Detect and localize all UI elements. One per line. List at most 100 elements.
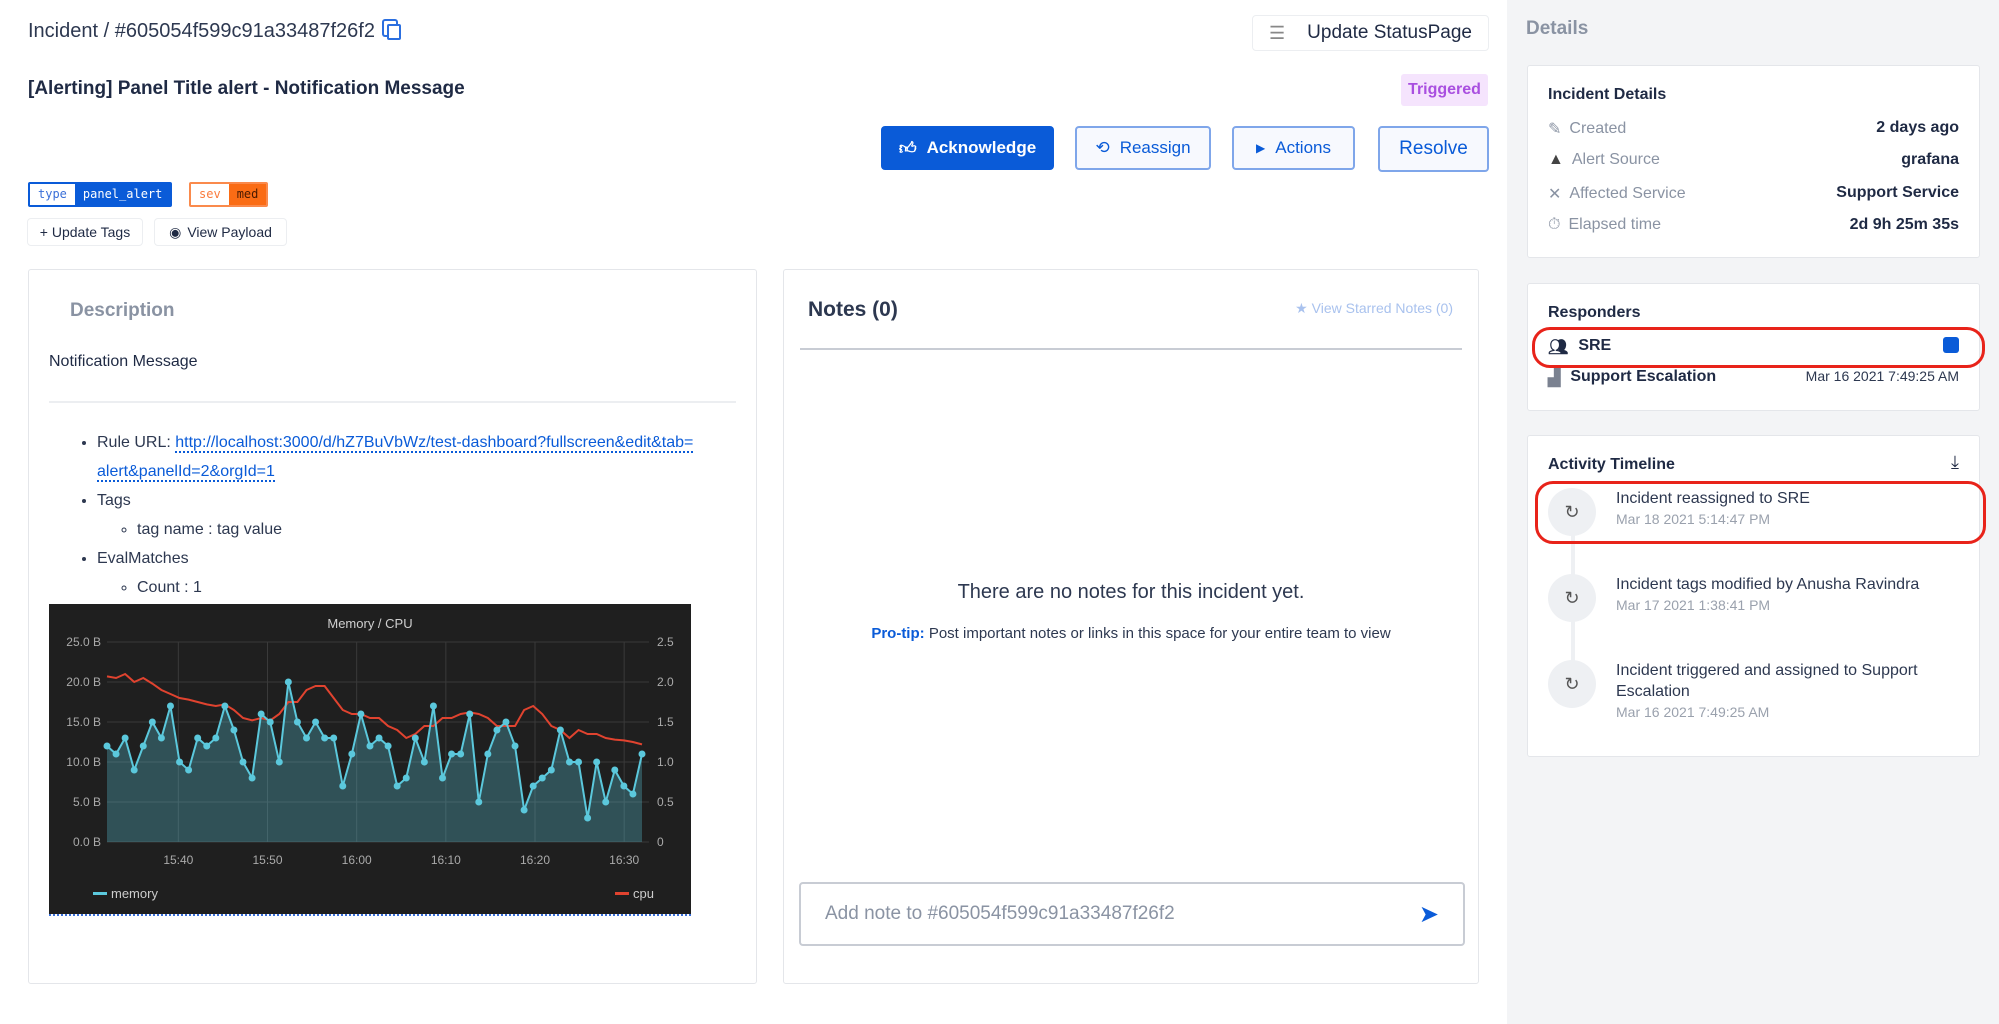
y-left-tick-label: 10.0 B — [66, 755, 101, 769]
memory-point — [284, 678, 292, 686]
legend-cpu: cpu — [633, 886, 654, 901]
memory-point — [565, 758, 573, 766]
update-statuspage-button[interactable]: ☰ Update StatusPage — [1252, 15, 1489, 51]
acknowledge-button[interactable]: 👍︎ Acknowledge — [881, 126, 1054, 170]
memory-point — [420, 758, 428, 766]
memory-point — [457, 750, 465, 758]
memory-point — [511, 742, 519, 750]
memory-point — [439, 774, 447, 782]
send-icon[interactable]: ➤ — [1418, 900, 1439, 928]
memory-point — [275, 758, 283, 766]
warning-icon: ▲ — [1548, 151, 1564, 168]
memory-point — [493, 726, 501, 734]
team-icon: 👥︎ — [1548, 339, 1569, 356]
add-note-input[interactable]: Add note to #605054f599c91a33487f26f2 ➤ — [799, 882, 1465, 946]
chart-title: Memory / CPU — [327, 616, 412, 631]
memory-point — [266, 718, 274, 726]
incident-title: [Alerting] Panel Title alert - Notificat… — [28, 78, 465, 99]
reassign-icon: ⟲ — [1095, 138, 1110, 157]
incident-details-card: Incident Details ✎ Created 2 days ago ▲ Ale… — [1527, 65, 1980, 258]
x-tick-label: 16:10 — [431, 853, 461, 867]
protip-label: Pro-tip: — [871, 625, 925, 642]
details-heading: Details — [1526, 18, 1589, 39]
history-icon: ↻ — [1548, 488, 1596, 536]
eye-icon: ◉ — [169, 223, 182, 240]
memory-point — [230, 726, 238, 734]
tag-type[interactable]: type panel_alert — [28, 182, 173, 207]
history-icon: ↻ — [1548, 660, 1596, 708]
memory-point — [302, 734, 310, 742]
description-heading: Description — [70, 300, 175, 321]
memory-point — [538, 774, 546, 782]
history-icon: ↻ — [1548, 574, 1596, 622]
resolve-button[interactable]: Resolve — [1378, 126, 1489, 172]
memory-point — [239, 758, 247, 766]
responder-sre[interactable]: 👥︎ SRE — [1548, 337, 1959, 357]
memory-point — [139, 742, 147, 750]
escalation-icon: ▟ — [1548, 370, 1561, 387]
memory-point — [448, 750, 456, 758]
play-icon: ▶ — [1256, 141, 1266, 155]
memory-point — [502, 718, 510, 726]
y-left-tick-label: 25.0 B — [66, 635, 101, 649]
memory-point — [475, 798, 483, 806]
memory-point — [547, 766, 555, 774]
memory-point — [638, 750, 646, 758]
responder-color — [1943, 337, 1959, 353]
memory-point — [366, 742, 374, 750]
legend-memory-swatch — [93, 892, 107, 895]
download-icon[interactable]: ⤓ — [1951, 452, 1959, 472]
x-tick-label: 16:20 — [520, 853, 550, 867]
x-tick-label: 15:40 — [163, 853, 193, 867]
memory-cpu-chart: Memory / CPU 0.0 B 0 5.0 B 0.5 10.0 B 1.0 15.0 … — [49, 604, 691, 916]
memory-point — [620, 782, 628, 790]
tag-sev[interactable]: sev med — [189, 182, 269, 207]
y-right-tick-label: 0.5 — [657, 795, 674, 809]
update-tags-button[interactable]: + Update Tags — [27, 218, 143, 246]
memory-point — [166, 702, 174, 710]
legend-cpu-swatch — [615, 892, 629, 895]
x-tick-label: 16:00 — [342, 853, 372, 867]
memory-area — [107, 682, 642, 842]
memory-point — [384, 742, 392, 750]
memory-point — [348, 750, 356, 758]
y-right-tick-label: 1.5 — [657, 715, 674, 729]
thumbs-up-icon: 👍︎ — [898, 138, 917, 158]
memory-point — [112, 750, 120, 758]
description-message: Notification Message — [49, 353, 198, 370]
memory-point — [611, 766, 619, 774]
y-left-tick-label: 15.0 B — [66, 715, 101, 729]
memory-point — [593, 758, 601, 766]
copy-icon[interactable] — [386, 23, 401, 40]
memory-point — [584, 814, 592, 822]
memory-point — [293, 718, 301, 726]
memory-point — [402, 774, 410, 782]
memory-point — [393, 782, 401, 790]
stopwatch-icon: ⏱ — [1548, 216, 1561, 233]
reassign-button[interactable]: ⟲ Reassign — [1075, 126, 1211, 170]
responder-escalation[interactable]: ▟ Support Escalation Mar 16 2021 7:49:25 A… — [1548, 368, 1959, 387]
memory-point — [375, 734, 383, 742]
view-payload-button[interactable]: ◉ View Payload — [154, 218, 287, 246]
star-icon: ★ — [1295, 300, 1308, 316]
y-left-tick-label: 20.0 B — [66, 675, 101, 689]
memory-point — [212, 734, 220, 742]
details-sidebar: Details Incident Details ✎ Created 2 days … — [1507, 0, 1999, 1024]
view-starred-notes-button[interactable]: ★ View Starred Notes (0) — [1295, 300, 1453, 316]
timeline-item: ↻ Incident tags modified by Anusha Ravind… — [1548, 574, 1959, 622]
timeline-item: ↻ Incident triggered and assigned to Supp… — [1548, 660, 1959, 720]
memory-point — [629, 790, 637, 798]
memory-point — [312, 718, 320, 726]
memory-point — [330, 734, 338, 742]
y-left-tick-label: 0.0 B — [73, 835, 101, 849]
activity-timeline-card: Activity Timeline ⤓ ↻ Incident reassigned… — [1527, 435, 1986, 757]
actions-button[interactable]: ▶ Actions — [1232, 126, 1355, 170]
memory-point — [157, 734, 165, 742]
y-right-tick-label: 2.5 — [657, 635, 674, 649]
memory-point — [321, 734, 329, 742]
memory-point — [103, 742, 111, 750]
rule-url-link[interactable]: http://localhost:3000/d/hZ7BuVbWz/test-d… — [97, 434, 694, 482]
memory-point — [176, 758, 184, 766]
memory-point — [529, 782, 537, 790]
status-badge: Triggered — [1401, 74, 1488, 106]
